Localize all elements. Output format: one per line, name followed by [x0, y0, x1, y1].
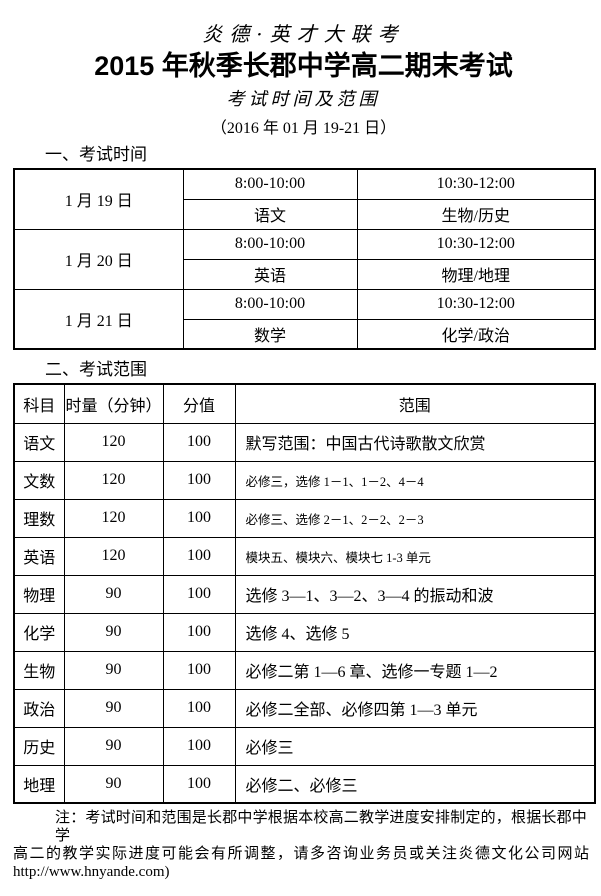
subject-cell: 英语 — [13, 536, 65, 576]
section-heading-exam-time: 一、考试时间 — [45, 145, 147, 164]
website-url: http://www.hnyande.com) — [13, 864, 170, 880]
column-header-range: 范围 — [234, 383, 596, 424]
table-row: 地理 90 100 必修二、必修三 — [13, 764, 596, 804]
subject-cell: 物理 — [13, 574, 65, 614]
duration-cell: 120 — [63, 498, 164, 538]
duration-cell: 120 — [63, 460, 164, 500]
score-cell: 100 — [162, 536, 236, 576]
date-cell: 1 月 19 日 — [13, 168, 184, 230]
table-row: 语文 生物/历史 — [14, 198, 596, 230]
time-cell: 8:00-10:00 — [182, 228, 358, 260]
subject-cell: 物理/地理 — [356, 258, 596, 290]
time-cell: 8:00-10:00 — [182, 288, 358, 320]
table-row: 英语 物理/地理 — [14, 258, 596, 290]
range-cell: 必修三、选修 2－1、2－2、2－3 — [234, 498, 596, 538]
date-cell: 1 月 20 日 — [13, 228, 184, 290]
exam-schedule-table: 1 月 19 日 8:00-10:00 10:30-12:00 语文 生物/历史… — [13, 168, 596, 350]
duration-cell: 90 — [63, 650, 164, 690]
score-cell: 100 — [162, 726, 236, 766]
subject-cell: 文数 — [13, 460, 65, 500]
time-cell: 10:30-12:00 — [356, 168, 596, 200]
table-row: 文数 120 100 必修三，选修 1－1、1－2、4－4 — [13, 460, 596, 500]
section-heading-exam-scope: 二、考试范围 — [45, 360, 147, 379]
duration-cell: 120 — [63, 536, 164, 576]
range-cell: 选修 4、选修 5 — [234, 612, 596, 652]
subject-cell: 语文 — [182, 198, 358, 230]
column-header-duration: 时量（分钟） — [63, 383, 164, 424]
table-row: 数学 化学/政治 — [14, 318, 596, 350]
date-cell: 1 月 21 日 — [13, 288, 184, 350]
table-row: 化学 90 100 选修 4、选修 5 — [13, 612, 596, 652]
subject-cell: 化学/政治 — [356, 318, 596, 350]
score-cell: 100 — [162, 612, 236, 652]
time-cell: 10:30-12:00 — [356, 288, 596, 320]
duration-cell: 90 — [63, 726, 164, 766]
table-row: 1 月 19 日 8:00-10:00 10:30-12:00 — [13, 168, 596, 230]
subject-cell: 生物/历史 — [356, 198, 596, 230]
subject-cell: 生物 — [13, 650, 65, 690]
time-cell: 8:00-10:00 — [182, 168, 358, 200]
table-header-row: 科目 时量（分钟） 分值 范围 — [13, 383, 596, 424]
score-cell: 100 — [162, 460, 236, 500]
range-cell: 必修二全部、必修四第 1—3 单元 — [234, 688, 596, 728]
subject-cell: 数学 — [182, 318, 358, 350]
exam-date-range: （2016 年 01 月 19-21 日） — [210, 120, 397, 137]
time-cell: 10:30-12:00 — [356, 228, 596, 260]
table-row: 物理 90 100 选修 3—1、3—2、3—4 的振动和波 — [13, 574, 596, 614]
column-header-score: 分值 — [162, 383, 236, 424]
exam-subtitle: 考试时间及范围 — [226, 89, 381, 110]
column-header-subject: 科目 — [13, 383, 65, 424]
subject-cell: 地理 — [13, 764, 65, 804]
subject-cell: 政治 — [13, 688, 65, 728]
score-cell: 100 — [162, 688, 236, 728]
exam-brand-title: 炎德·英才大联考 — [202, 22, 405, 46]
range-cell: 必修三，选修 1－1、1－2、4－4 — [234, 460, 596, 500]
score-cell: 100 — [162, 422, 236, 462]
subject-cell: 英语 — [182, 258, 358, 290]
exam-scope-table: 科目 时量（分钟） 分值 范围 语文 120 100 默写范围：中国古代诗歌散文… — [13, 383, 596, 804]
range-cell: 选修 3—1、3—2、3—4 的振动和波 — [234, 574, 596, 614]
range-cell: 必修二、必修三 — [234, 764, 596, 804]
table-row: 政治 90 100 必修二全部、必修四第 1—3 单元 — [13, 688, 596, 728]
subject-cell: 历史 — [13, 726, 65, 766]
footnote-line: 高二的教学实际进度可能会有所调整，请多咨询业务员或关注炎德文化公司网站 — [13, 845, 591, 862]
duration-cell: 90 — [63, 764, 164, 804]
subject-cell: 语文 — [13, 422, 65, 462]
footnote: 注：考试时间和范围是长郡中学根据本校高二教学进度安排制定的，根据长郡中学 高二的… — [13, 809, 594, 881]
score-cell: 100 — [162, 764, 236, 804]
exam-main-title: 2015 年秋季长郡中学高二期末考试 — [94, 51, 513, 81]
score-cell: 100 — [162, 650, 236, 690]
table-row: 1 月 20 日 8:00-10:00 10:30-12:00 — [13, 228, 596, 290]
duration-cell: 90 — [63, 574, 164, 614]
score-cell: 100 — [162, 574, 236, 614]
table-row: 理数 120 100 必修三、选修 2－1、2－2、2－3 — [13, 498, 596, 538]
subject-cell: 化学 — [13, 612, 65, 652]
footnote-line: 注：考试时间和范围是长郡中学根据本校高二教学进度安排制定的，根据长郡中学 — [55, 809, 588, 844]
range-cell: 必修二第 1—6 章、选修一专题 1—2 — [234, 650, 596, 690]
score-cell: 100 — [162, 498, 236, 538]
duration-cell: 90 — [63, 688, 164, 728]
range-cell: 模块五、模块六、模块七 1-3 单元 — [234, 536, 596, 576]
table-row: 历史 90 100 必修三 — [13, 726, 596, 766]
duration-cell: 90 — [63, 612, 164, 652]
subject-cell: 理数 — [13, 498, 65, 538]
table-row: 1 月 21 日 8:00-10:00 10:30-12:00 — [13, 288, 596, 350]
range-cell: 默写范围：中国古代诗歌散文欣赏 — [234, 422, 596, 462]
table-row: 英语 120 100 模块五、模块六、模块七 1-3 单元 — [13, 536, 596, 576]
table-row: 语文 120 100 默写范围：中国古代诗歌散文欣赏 — [13, 422, 596, 462]
range-cell: 必修三 — [234, 726, 596, 766]
duration-cell: 120 — [63, 422, 164, 462]
table-row: 生物 90 100 必修二第 1—6 章、选修一专题 1—2 — [13, 650, 596, 690]
